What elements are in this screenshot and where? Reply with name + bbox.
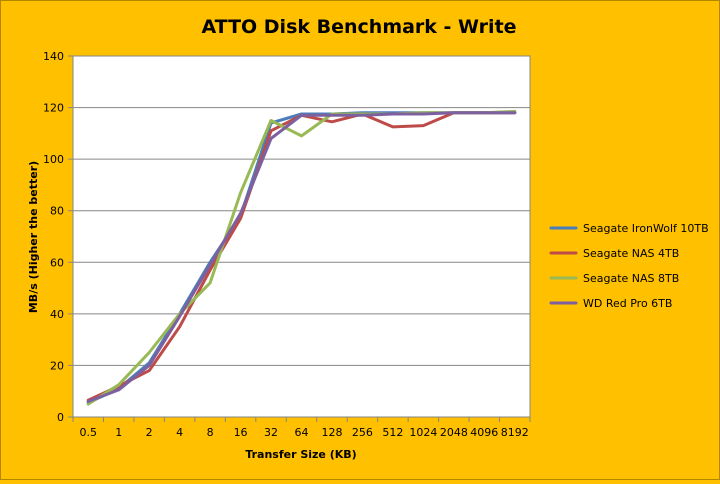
y-axis-label: MB/s (Higher the better) — [27, 161, 40, 313]
x-tick-label: 16 — [234, 426, 248, 439]
x-tick-label: 1 — [115, 426, 122, 439]
x-tick-label: 8 — [207, 426, 214, 439]
x-tick-label: 0.5 — [79, 426, 97, 439]
y-tick-label: 40 — [50, 308, 64, 321]
y-tick-label: 140 — [43, 50, 64, 63]
x-tick-label: 2048 — [440, 426, 468, 439]
x-axis-ticks: 0.5 1 2 4 8 16 32 64 128 256 512 1024 2048 4096 8192 — [72, 417, 531, 439]
y-tick-label: 100 — [43, 153, 64, 166]
legend: Seagate IronWolf 10TB Seagate NAS 4TB Seag… — [549, 222, 709, 310]
y-tick-label: 80 — [50, 205, 64, 218]
x-axis-label: Transfer Size (KB) — [245, 448, 356, 461]
legend-label: Seagate IronWolf 10TB — [583, 222, 709, 235]
y-tick-label: 0 — [57, 411, 64, 424]
x-tick-label: 128 — [321, 426, 342, 439]
y-tick-label: 20 — [50, 359, 64, 372]
y-tick-label: 60 — [50, 256, 64, 269]
x-tick-label: 64 — [295, 426, 309, 439]
legend-label: Seagate NAS 4TB — [583, 247, 679, 260]
x-tick-label: 4 — [176, 426, 183, 439]
x-tick-label: 32 — [264, 426, 278, 439]
y-tick-label: 120 — [43, 102, 64, 115]
x-tick-label: 256 — [352, 426, 373, 439]
chart-title: ATTO Disk Benchmark - Write — [201, 16, 516, 38]
plot-area — [72, 55, 531, 418]
x-tick-label: 4096 — [470, 426, 498, 439]
legend-label: WD Red Pro 6TB — [583, 297, 672, 310]
x-tick-label: 512 — [382, 426, 403, 439]
legend-label: Seagate NAS 8TB — [583, 272, 679, 285]
x-tick-label: 2 — [146, 426, 153, 439]
series-lines — [86, 109, 517, 406]
gridlines — [73, 55, 530, 366]
x-tick-label: 8192 — [501, 426, 529, 439]
y-axis-ticks: 0 20 40 60 80 100 120 140 — [43, 50, 73, 424]
x-tick-label: 1024 — [409, 426, 437, 439]
series-line-3 — [86, 111, 517, 403]
